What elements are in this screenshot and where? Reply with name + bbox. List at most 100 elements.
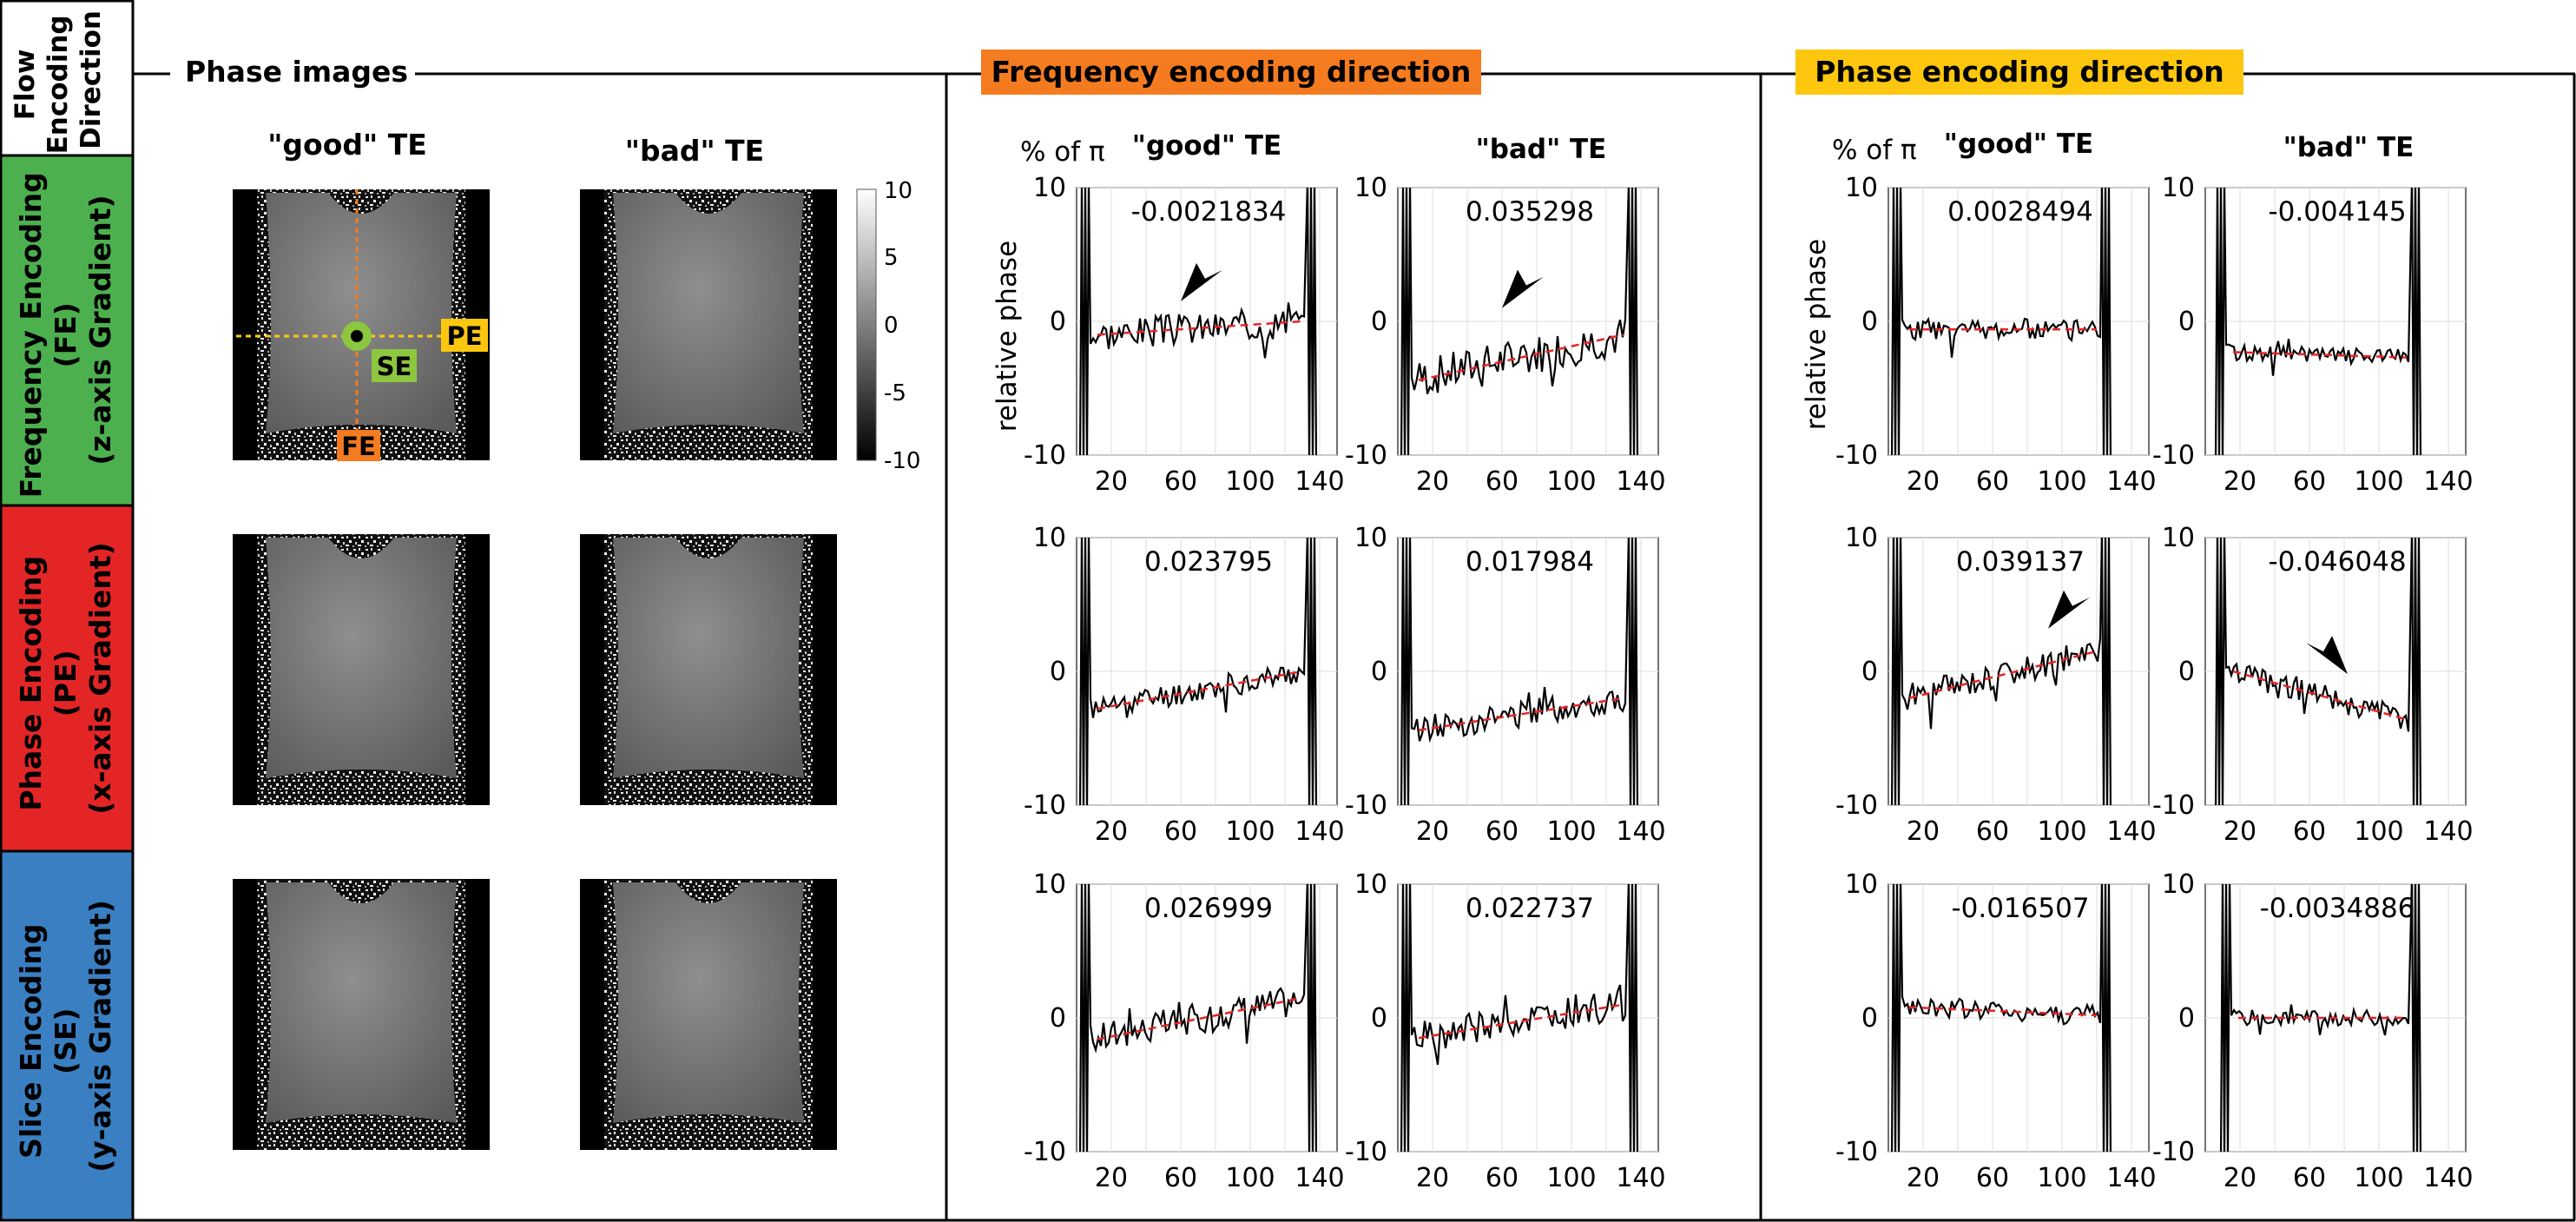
x-tick-label: 140 <box>2106 466 2156 497</box>
y-tick-label: 10 <box>1354 173 1387 203</box>
x-tick-label: 100 <box>1225 466 1275 497</box>
freq-bad-title: "bad" TE <box>1476 134 1607 165</box>
x-tick-label: 60 <box>1164 1163 1197 1193</box>
pe-label-box <box>441 319 488 352</box>
x-tick-label: 140 <box>1616 816 1665 847</box>
y-tick-label: 10 <box>1033 869 1066 900</box>
x-tick-label: 60 <box>1976 816 2009 847</box>
y-tick-label: -10 <box>2152 1137 2195 1167</box>
x-tick-label: 100 <box>1546 1163 1596 1193</box>
colorbar-tick: 5 <box>884 245 899 271</box>
phase-image-phantom <box>613 193 804 433</box>
slope-annotation: -0.0034886 <box>2260 893 2415 924</box>
slope-annotation: -0.016507 <box>1951 893 2089 924</box>
x-tick-label: 100 <box>1225 1163 1275 1193</box>
phase-trace-line <box>1400 884 1639 1152</box>
x-tick-label: 140 <box>2106 1163 2156 1193</box>
row-header-title-cell <box>0 0 135 157</box>
phase-images <box>233 189 837 1150</box>
y-tick-label: 10 <box>1033 173 1066 203</box>
encoding-markers: SE PE FE <box>236 189 488 461</box>
freq-ylabel: relative phase <box>992 241 1023 432</box>
freq-direction-title: Frequency encoding direction <box>992 55 1472 89</box>
y-tick-label: 10 <box>1845 173 1878 203</box>
linear-fit-line <box>1097 670 1303 710</box>
colorbar: 10 5 0 -5 -10 <box>856 178 920 474</box>
arrowhead-marker <box>2306 636 2348 675</box>
x-tick-label: 60 <box>2293 816 2326 847</box>
x-tick-label: 140 <box>1295 816 1344 847</box>
x-tick-label: 100 <box>2037 466 2086 497</box>
row-header-column: Flow Encoding Direction Frequency Encodi… <box>0 0 135 1222</box>
freq-unit-label: % of π <box>1020 136 1105 168</box>
phase-image <box>580 534 837 805</box>
row-pe-label: Phase Encoding (PE) (x-axis Gradient) <box>14 542 117 814</box>
y-tick-label: -10 <box>1345 790 1387 821</box>
x-tick-label: 20 <box>1416 816 1449 847</box>
x-tick-label: 20 <box>1095 816 1128 847</box>
linear-fit-line <box>1418 1003 1624 1040</box>
phase-bad-title: "bad" TE <box>2283 132 2415 163</box>
y-tick-label: 0 <box>1861 1003 1878 1034</box>
arrowhead-marker <box>2048 590 2090 629</box>
linear-fit-line <box>1097 320 1303 336</box>
slope-annotation: 0.022737 <box>1466 893 1594 924</box>
phase-image <box>580 879 837 1150</box>
y-tick-label: -10 <box>1835 1137 1878 1167</box>
phase-image-phantom <box>266 538 457 778</box>
row-label-line: (SE) <box>49 1008 82 1074</box>
x-tick-label: 60 <box>1486 816 1519 847</box>
phase-image-phantom <box>613 538 804 778</box>
x-tick-label: 100 <box>1546 816 1596 847</box>
x-tick-label: 100 <box>2354 816 2403 847</box>
row-label-line: Phase Encoding <box>14 556 48 811</box>
phase-trace-line <box>1400 538 1639 805</box>
x-tick-label: 140 <box>1616 466 1665 497</box>
phase-trace-line <box>1890 884 2112 1152</box>
fe-label: FE <box>341 432 376 461</box>
row-label-line: Frequency Encoding <box>14 172 48 498</box>
x-tick-label: 100 <box>2037 816 2086 847</box>
x-tick-label: 140 <box>1616 1163 1665 1193</box>
x-tick-label: 20 <box>2224 466 2256 497</box>
linear-fit-line <box>2232 670 2408 721</box>
y-tick-label: 10 <box>1033 523 1066 553</box>
row-label-line: (y-axis Gradient) <box>83 900 117 1172</box>
colorbar-tick: 0 <box>884 313 899 339</box>
freq-good-title: "good" TE <box>1132 130 1281 162</box>
y-tick-label: 0 <box>2178 657 2195 687</box>
y-tick-label: -10 <box>2152 440 2195 471</box>
y-tick-label: 0 <box>1371 1003 1387 1034</box>
y-tick-label: 0 <box>1371 307 1387 337</box>
linear-fit-line <box>1418 334 1624 381</box>
colorbar-tick: 10 <box>884 178 912 204</box>
y-tick-label: 10 <box>2162 523 2195 553</box>
se-marker-dot <box>351 330 363 342</box>
x-tick-label: 60 <box>1486 466 1519 497</box>
x-tick-label: 100 <box>2354 1163 2403 1193</box>
y-tick-label: -10 <box>1024 440 1066 471</box>
slope-annotation: 0.026999 <box>1144 893 1273 924</box>
linear-fit-line <box>1418 697 1624 731</box>
x-tick-label: 20 <box>2224 1163 2256 1193</box>
y-tick-label: 0 <box>1371 657 1387 687</box>
x-tick-label: 60 <box>1486 1163 1519 1193</box>
linear-fit-line <box>1097 996 1303 1040</box>
x-tick-label: 100 <box>1225 816 1275 847</box>
slope-annotation: -0.004145 <box>2268 196 2406 228</box>
x-tick-label: 20 <box>1907 816 1940 847</box>
y-tick-label: 0 <box>1050 1003 1066 1034</box>
y-tick-label: -10 <box>1835 440 1878 471</box>
row-label-line: (PE) <box>49 650 82 717</box>
x-tick-label: 20 <box>1907 466 1940 497</box>
x-tick-label: 140 <box>1295 466 1344 497</box>
slope-annotation: 0.023795 <box>1144 546 1273 578</box>
x-tick-label: 140 <box>2423 466 2473 497</box>
y-tick-label: 0 <box>1861 657 1878 687</box>
linear-fit-line <box>1908 650 2098 700</box>
